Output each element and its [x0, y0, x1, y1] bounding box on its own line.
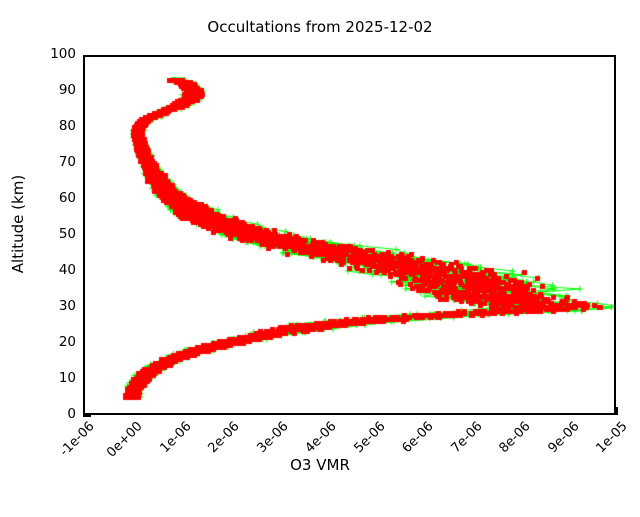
occultations-scatter-plot: Occultations from 2025-12-02 Altitude (k…: [9, 0, 631, 480]
y-axis-tick-label: 0: [67, 406, 76, 422]
y-axis-tick-label: 100: [50, 46, 76, 62]
x-axis-tick-mark: [616, 407, 618, 415]
y-axis-tick-label: 50: [58, 226, 76, 242]
y-axis-tick-label: 30: [58, 298, 76, 314]
y-axis-tick-labels: 0 10 20 30 40 50 60 70 80 90 100: [28, 0, 76, 480]
y-axis-tick-label: 90: [58, 82, 76, 98]
y-axis-tick-mark: [83, 415, 91, 417]
data-series-canvas: [85, 57, 614, 413]
y-axis-tick-label: 80: [58, 118, 76, 134]
chart-title: Occultations from 2025-12-02: [207, 18, 433, 36]
x-axis-label: O3 VMR: [290, 456, 350, 474]
y-axis-tick-label: 20: [58, 334, 76, 350]
y-axis-tick-label: 10: [58, 370, 76, 386]
plot-frame: [83, 55, 616, 415]
y-axis-tick-label: 60: [58, 190, 76, 206]
y-axis-tick-label: 70: [58, 154, 76, 170]
y-axis-tick-label: 40: [58, 262, 76, 278]
y-axis-label: Altitude (km): [9, 174, 27, 274]
